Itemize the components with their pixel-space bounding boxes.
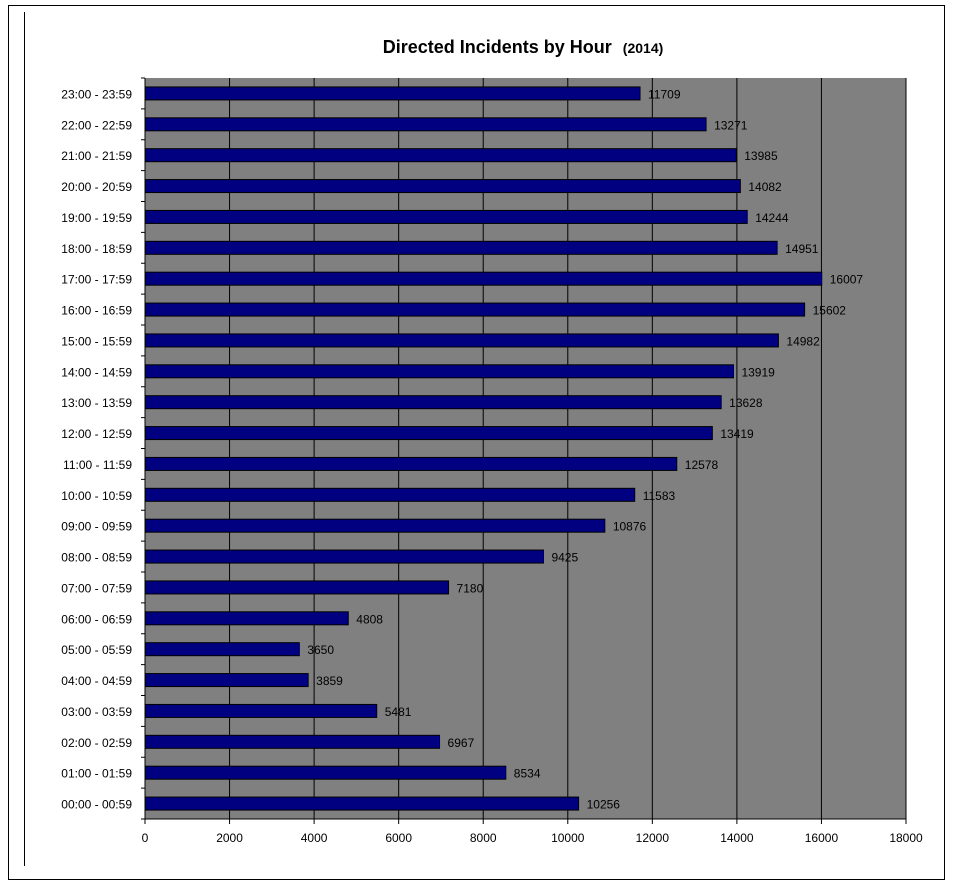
gridlines (229, 78, 907, 819)
data-label: 16007 (830, 273, 864, 287)
data-label: 8534 (514, 767, 541, 781)
bar (144, 333, 779, 348)
x-tick-label: 0 (142, 831, 149, 845)
bar (144, 148, 737, 163)
data-label: 14982 (786, 334, 820, 348)
y-tick-label: 22:00 - 22:59 (61, 118, 132, 132)
y-axis-labels: 00:00 - 00:59 01:00 - 01:59 02:00 - 02:59 0… (61, 87, 132, 811)
y-tick-label: 21:00 - 21:59 (61, 149, 132, 163)
bar (144, 487, 636, 502)
x-axis-labels: 0 2000 4000 6000 8000 10000 12000 14000 16000 180… (142, 831, 923, 845)
y-tick-label: 08:00 - 08:59 (61, 551, 132, 565)
bar (144, 209, 748, 224)
data-label: 10876 (613, 520, 647, 534)
y-tick-label: 19:00 - 19:59 (61, 211, 132, 225)
bar (144, 673, 309, 688)
y-tick-label: 10:00 - 10:59 (61, 489, 132, 503)
data-label: 7180 (457, 581, 484, 595)
bar (144, 734, 441, 749)
data-label: 11583 (643, 489, 676, 503)
bar (144, 426, 713, 441)
data-label: 9425 (551, 551, 578, 565)
y-tick-label: 23:00 - 23:59 (61, 87, 132, 101)
data-label: 14951 (785, 242, 819, 256)
y-tick-label: 09:00 - 09:59 (61, 520, 132, 534)
y-tick-label: 13:00 - 13:59 (61, 396, 132, 410)
bar (144, 117, 707, 132)
data-label: 3859 (316, 674, 343, 688)
data-label: 13628 (729, 396, 763, 410)
bar (144, 302, 806, 317)
x-tick-label: 4000 (301, 831, 328, 845)
data-label: 10256 (587, 798, 621, 812)
data-label: 14244 (755, 211, 789, 225)
x-tick-label: 16000 (805, 831, 839, 845)
x-tick-label: 6000 (385, 831, 412, 845)
x-tick-label: 14000 (720, 831, 754, 845)
data-label: 12578 (685, 458, 719, 472)
y-tick-label: 12:00 - 12:59 (61, 427, 132, 441)
bar (144, 86, 641, 101)
left-border-line (24, 12, 25, 866)
x-tick-label: 18000 (889, 831, 923, 845)
y-tick-label: 16:00 - 16:59 (61, 304, 132, 318)
bar (144, 796, 580, 811)
bar (144, 240, 778, 255)
bar (144, 549, 544, 564)
y-tick-label: 01:00 - 01:59 (61, 767, 132, 781)
data-label: 13985 (744, 149, 778, 163)
y-tick-label: 20:00 - 20:59 (61, 180, 132, 194)
x-tick-label: 10000 (551, 831, 585, 845)
chart-title-main: Directed Incidents by Hour (383, 37, 612, 57)
y-tick-label: 11:00 - 11:59 (63, 458, 132, 472)
axes (141, 77, 907, 824)
data-label: 13919 (741, 365, 775, 379)
y-tick-label: 15:00 - 15:59 (61, 334, 132, 348)
y-tick-label: 03:00 - 03:59 (61, 705, 132, 719)
bar (144, 518, 606, 533)
bar (144, 179, 741, 194)
y-tick-label: 00:00 - 00:59 (61, 798, 132, 812)
y-tick-label: 14:00 - 14:59 (61, 365, 132, 379)
chart-title: Directed Incidents by Hour (2014) (383, 37, 664, 57)
y-tick-label: 07:00 - 07:59 (61, 581, 132, 595)
x-tick-label: 8000 (470, 831, 497, 845)
data-label: 15602 (813, 304, 847, 318)
data-label: 13271 (714, 118, 748, 132)
bar (144, 271, 823, 286)
y-tick-label: 18:00 - 18:59 (61, 242, 132, 256)
plot-area (145, 78, 906, 819)
bar (144, 580, 450, 595)
y-tick-label: 05:00 - 05:59 (61, 643, 132, 657)
chart-title-suffix: (2014) (623, 40, 663, 56)
data-label: 4808 (356, 612, 383, 626)
data-label: 14082 (748, 180, 782, 194)
bar (144, 703, 378, 718)
bar (144, 611, 349, 626)
x-tick-label: 2000 (216, 831, 243, 845)
bar (144, 642, 300, 657)
data-label: 3650 (307, 643, 334, 657)
data-label: 5481 (385, 705, 412, 719)
y-tick-label: 04:00 - 04:59 (61, 674, 132, 688)
bar (144, 765, 507, 780)
bar (144, 395, 722, 410)
bar (144, 456, 678, 471)
data-label: 6967 (448, 736, 475, 750)
data-label: 13419 (720, 427, 754, 441)
data-label: 11709 (648, 87, 681, 101)
y-tick-label: 06:00 - 06:59 (61, 612, 132, 626)
bar (144, 364, 734, 379)
x-tick-label: 12000 (636, 831, 670, 845)
y-tick-label: 17:00 - 17:59 (61, 273, 132, 287)
y-tick-label: 02:00 - 02:59 (61, 736, 132, 750)
